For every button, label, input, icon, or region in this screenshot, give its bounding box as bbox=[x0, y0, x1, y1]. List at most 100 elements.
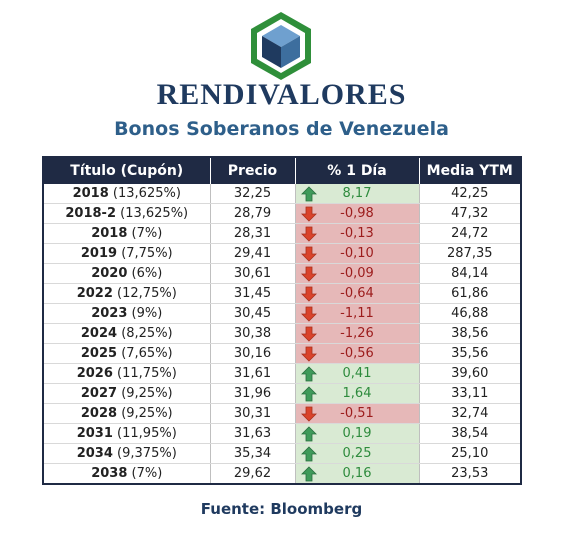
ytm-cell: 39,60 bbox=[419, 363, 521, 384]
arrow-down-icon bbox=[300, 326, 317, 342]
daily-change-cell: -0,98 bbox=[295, 203, 420, 224]
ytm-cell: 32,74 bbox=[419, 403, 521, 424]
ytm-cell: 46,88 bbox=[419, 303, 521, 324]
daily-change-cell: -0,10 bbox=[295, 243, 420, 264]
cube-logo-icon bbox=[251, 12, 311, 80]
bond-title-cell: 2018 (7%) bbox=[43, 223, 211, 244]
arrow-up-icon bbox=[300, 466, 317, 482]
bond-year: 2023 bbox=[91, 306, 128, 321]
price-cell: 32,25 bbox=[210, 184, 296, 204]
table-row: 2026 (11,75%) 31,61 0,41 39,60 bbox=[43, 363, 521, 384]
bond-coupon: (13,625%) bbox=[112, 186, 181, 201]
header-precio: Precio bbox=[210, 157, 296, 184]
bond-title-cell: 2022 (12,75%) bbox=[43, 283, 211, 304]
daily-change-cell: 0,41 bbox=[295, 363, 420, 384]
table-row: 2034 (9,375%) 35,34 0,25 25,10 bbox=[43, 443, 521, 464]
bond-title-cell: 2020 (6%) bbox=[43, 263, 211, 284]
bond-title-cell: 2038 (7%) bbox=[43, 463, 211, 485]
daily-change-value: 0,25 bbox=[342, 446, 372, 461]
daily-change-cell: -0,09 bbox=[295, 263, 420, 284]
ytm-cell: 61,86 bbox=[419, 283, 521, 304]
bond-title-cell: 2019 (7,75%) bbox=[43, 243, 211, 264]
price-cell: 35,34 bbox=[210, 443, 296, 464]
bond-year: 2034 bbox=[76, 446, 113, 461]
table-row: 2022 (12,75%) 31,45 -0,64 61,86 bbox=[43, 283, 521, 304]
arrow-down-icon bbox=[300, 306, 317, 322]
page-title: Bonos Soberanos de Venezuela bbox=[114, 118, 449, 140]
header-change: % 1 Día bbox=[295, 157, 420, 184]
daily-change-value: 1,64 bbox=[342, 386, 372, 401]
bond-coupon: (9%) bbox=[131, 306, 163, 321]
bond-coupon: (9,25%) bbox=[121, 386, 173, 401]
arrow-up-icon bbox=[300, 426, 317, 442]
bond-year: 2028 bbox=[80, 406, 118, 421]
ytm-cell: 42,25 bbox=[419, 184, 521, 204]
brand-name: RENDIVALORES bbox=[156, 78, 407, 111]
table-row: 2025 (7,65%) 30,16 -0,56 35,56 bbox=[43, 343, 521, 364]
daily-change-value: -0,10 bbox=[340, 246, 374, 261]
bond-year: 2018 bbox=[72, 186, 109, 201]
daily-change-cell: 1,64 bbox=[295, 383, 420, 404]
price-cell: 30,45 bbox=[210, 303, 296, 324]
price-cell: 30,31 bbox=[210, 403, 296, 424]
bond-title-cell: 2028 (9,25%) bbox=[43, 403, 211, 424]
bond-year: 2027 bbox=[80, 386, 118, 401]
price-cell: 30,16 bbox=[210, 343, 296, 364]
price-cell: 30,38 bbox=[210, 323, 296, 344]
daily-change-cell: -1,26 bbox=[295, 323, 420, 344]
bond-year: 2025 bbox=[80, 346, 118, 361]
bond-coupon: (7,65%) bbox=[121, 346, 173, 361]
daily-change-value: 0,16 bbox=[342, 466, 372, 481]
daily-change-cell: -0,13 bbox=[295, 223, 420, 244]
ytm-cell: 35,56 bbox=[419, 343, 521, 364]
price-cell: 31,45 bbox=[210, 283, 296, 304]
bond-coupon: (7,75%) bbox=[121, 246, 173, 261]
arrow-down-icon bbox=[300, 406, 317, 422]
bond-coupon: (13,625%) bbox=[120, 206, 189, 221]
daily-change-value: -0,98 bbox=[340, 206, 374, 221]
price-cell: 28,31 bbox=[210, 223, 296, 244]
table-row: 2027 (9,25%) 31,96 1,64 33,11 bbox=[43, 383, 521, 404]
bond-year: 2031 bbox=[76, 426, 113, 441]
bond-coupon: (11,75%) bbox=[117, 366, 177, 381]
daily-change-cell: 0,25 bbox=[295, 443, 420, 464]
ytm-cell: 33,11 bbox=[419, 383, 521, 404]
bond-year: 2018-2 bbox=[65, 206, 116, 221]
table-row: 2028 (9,25%) 30,31 -0,51 32,74 bbox=[43, 403, 521, 424]
ytm-cell: 38,54 bbox=[419, 423, 521, 444]
bond-title-cell: 2026 (11,75%) bbox=[43, 363, 211, 384]
bond-title-cell: 2034 (9,375%) bbox=[43, 443, 211, 464]
ytm-cell: 47,32 bbox=[419, 203, 521, 224]
bond-coupon: (11,95%) bbox=[117, 426, 177, 441]
daily-change-value: -1,11 bbox=[340, 306, 374, 321]
bond-title-cell: 2025 (7,65%) bbox=[43, 343, 211, 364]
bond-title-cell: 2023 (9%) bbox=[43, 303, 211, 324]
arrow-down-icon bbox=[300, 246, 317, 262]
bond-title-cell: 2027 (9,25%) bbox=[43, 383, 211, 404]
daily-change-value: 8,17 bbox=[342, 186, 372, 201]
table-row: 2038 (7%) 29,62 0,16 23,53 bbox=[43, 463, 521, 485]
ytm-cell: 287,35 bbox=[419, 243, 521, 264]
price-cell: 29,62 bbox=[210, 463, 296, 485]
bond-coupon: (12,75%) bbox=[117, 286, 177, 301]
arrow-down-icon bbox=[300, 206, 317, 222]
bond-year: 2022 bbox=[76, 286, 113, 301]
price-cell: 29,41 bbox=[210, 243, 296, 264]
table-row: 2023 (9%) 30,45 -1,11 46,88 bbox=[43, 303, 521, 324]
daily-change-cell: 0,19 bbox=[295, 423, 420, 444]
source-note: Fuente: Bloomberg bbox=[200, 500, 363, 518]
daily-change-value: -0,56 bbox=[340, 346, 374, 361]
header-row: Título (Cupón) Precio % 1 Día Media YTM bbox=[43, 157, 521, 184]
bond-coupon: (7%) bbox=[131, 466, 163, 481]
arrow-down-icon bbox=[300, 226, 317, 242]
bond-coupon: (7%) bbox=[131, 226, 163, 241]
price-cell: 30,61 bbox=[210, 263, 296, 284]
price-cell: 28,79 bbox=[210, 203, 296, 224]
ytm-cell: 25,10 bbox=[419, 443, 521, 464]
daily-change-cell: -0,51 bbox=[295, 403, 420, 424]
price-cell: 31,96 bbox=[210, 383, 296, 404]
table-row: 2018 (7%) 28,31 -0,13 24,72 bbox=[43, 223, 521, 244]
arrow-up-icon bbox=[300, 366, 317, 382]
daily-change-value: 0,19 bbox=[342, 426, 372, 441]
table-row: 2018 (13,625%) 32,25 8,17 42,25 bbox=[43, 184, 521, 204]
